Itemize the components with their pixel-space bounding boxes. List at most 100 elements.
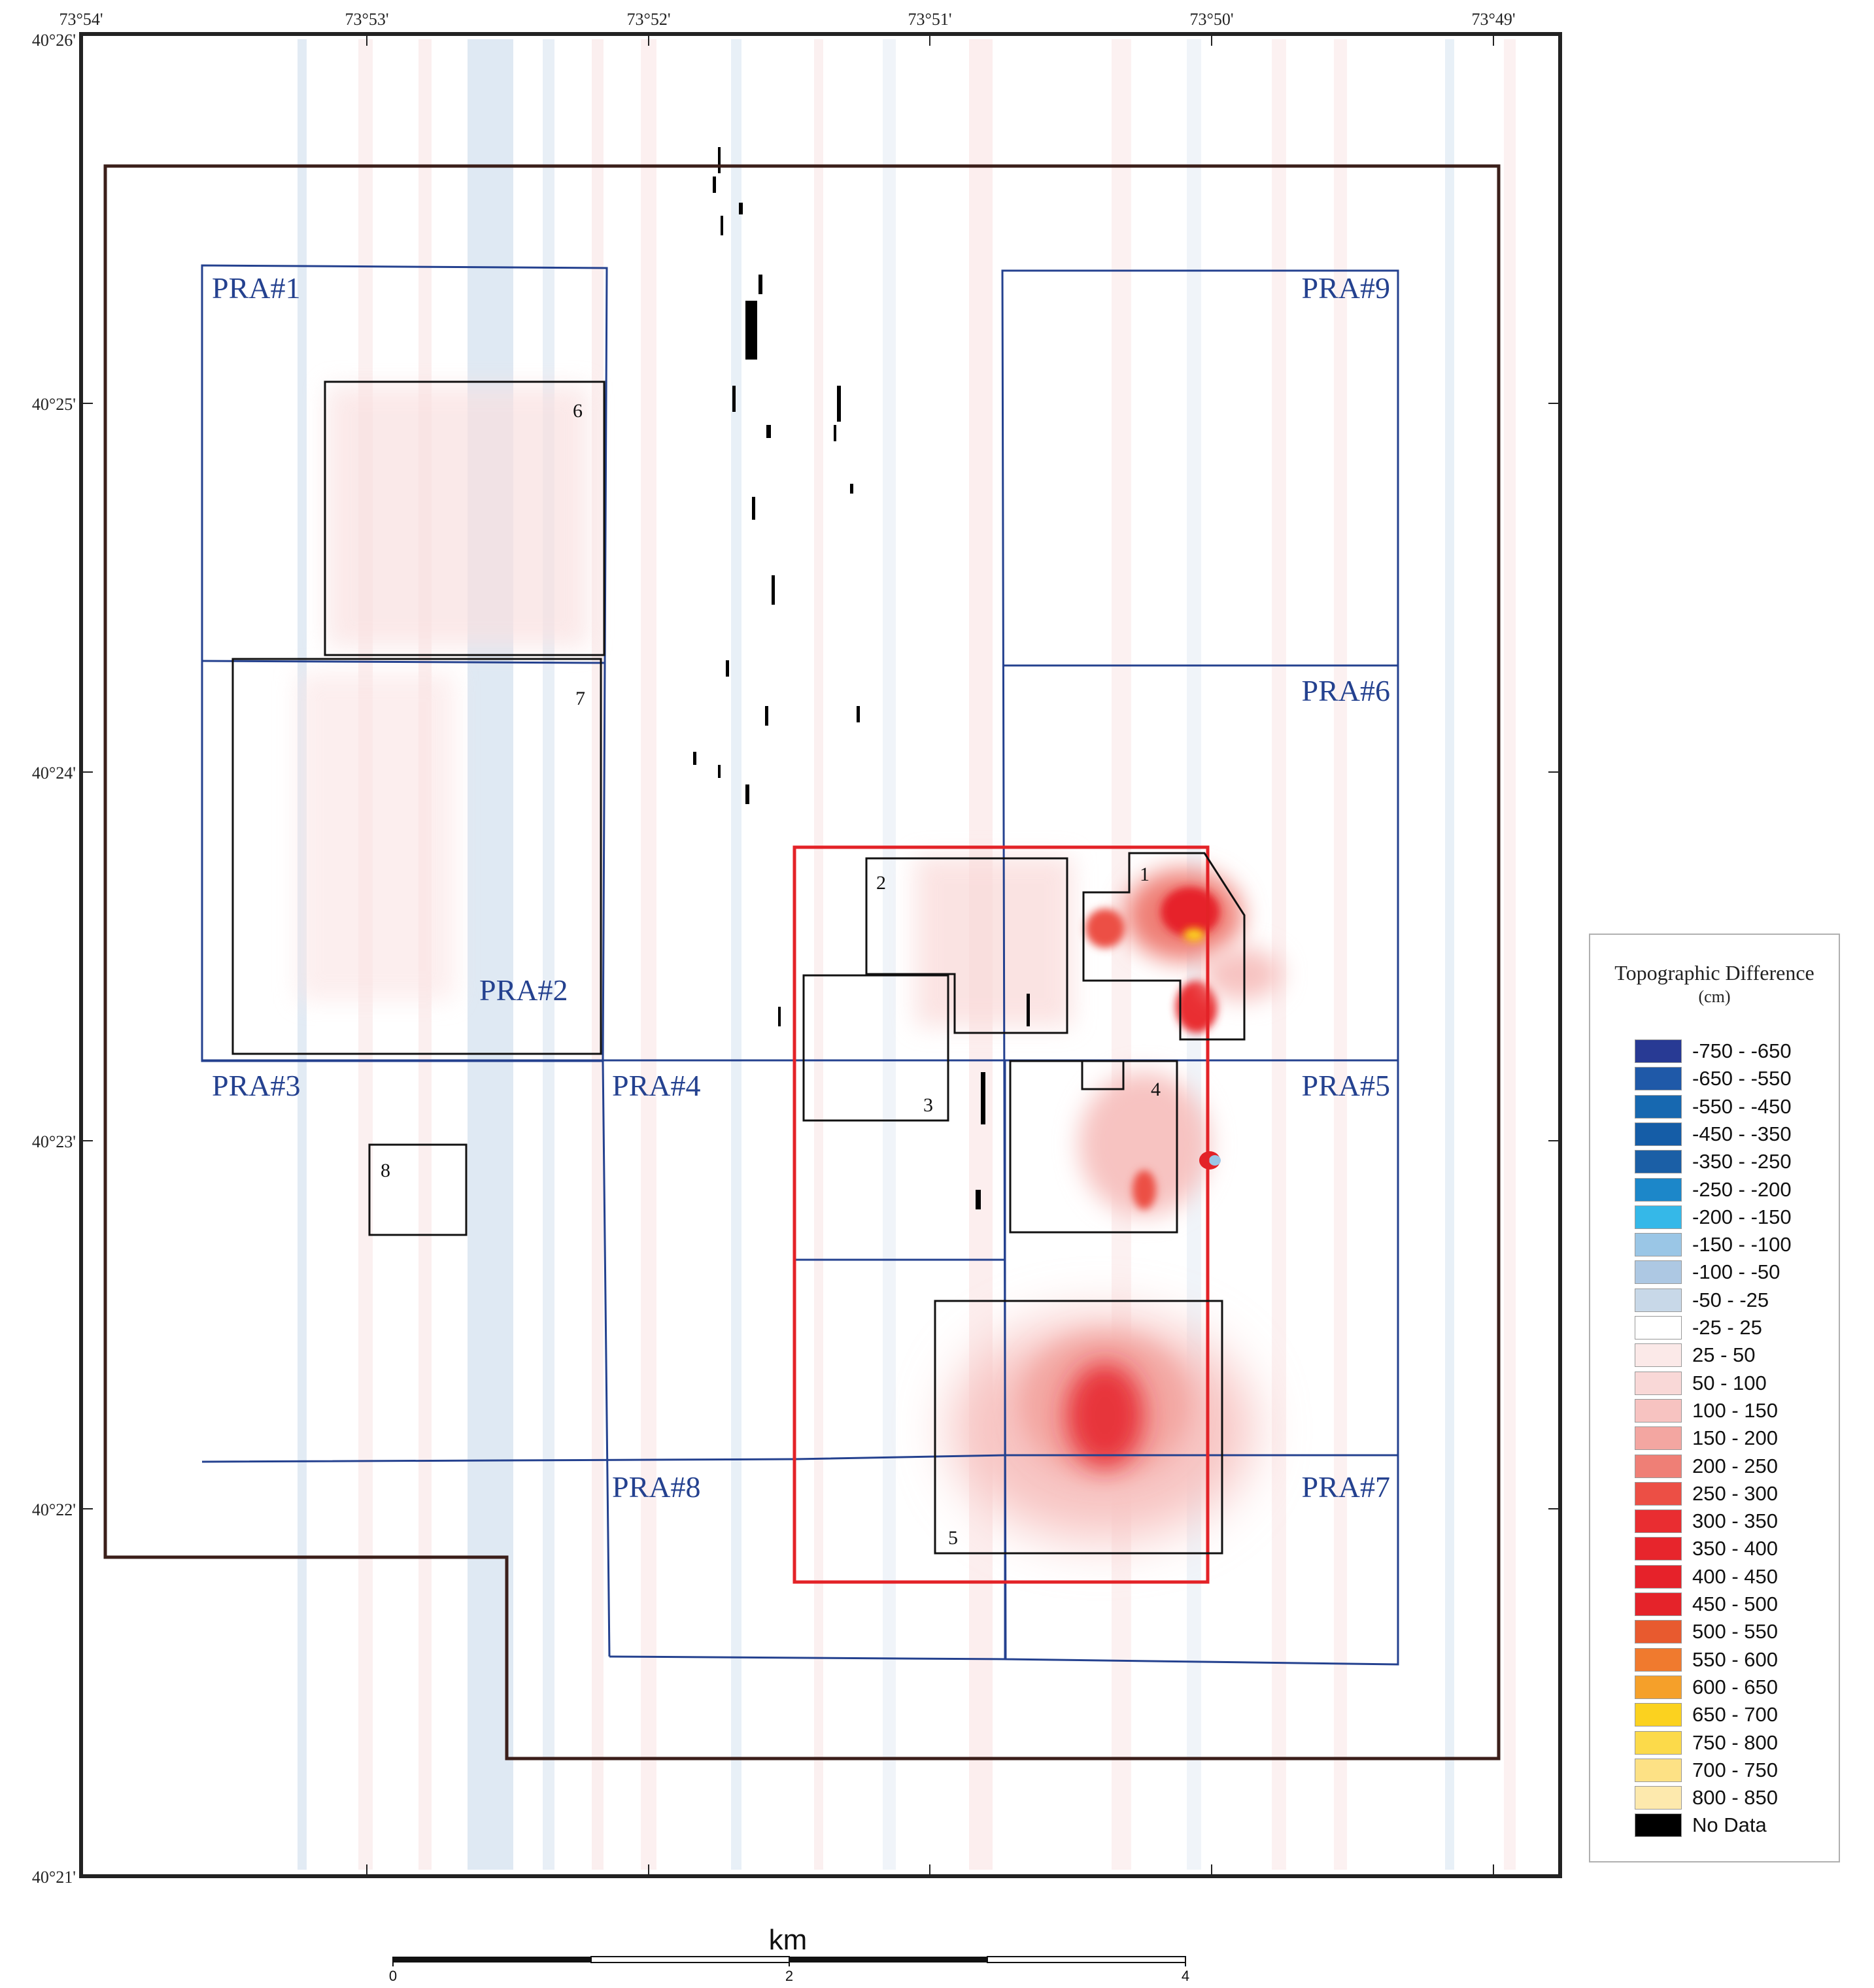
area-6-outline (324, 380, 605, 656)
legend-item: 250 - 300 (1635, 1481, 1831, 1506)
pra-label: PRA#9 (1302, 271, 1390, 305)
legend-label: 200 - 250 (1692, 1454, 1778, 1477)
topographic-anomalies (298, 386, 1282, 1540)
pra-label: PRA#6 (1302, 674, 1390, 707)
legend-item: 750 - 800 (1635, 1730, 1831, 1755)
box-number: 8 (381, 1160, 390, 1181)
legend-swatch (1635, 1122, 1682, 1146)
no-data-areas (693, 147, 1030, 1209)
lon-label: 73°53' (345, 10, 388, 29)
legend-label: 700 - 750 (1692, 1758, 1778, 1781)
legend-swatch (1635, 1509, 1682, 1534)
legend-label: -100 - -50 (1692, 1260, 1780, 1284)
legend-label: -25 - 25 (1692, 1316, 1762, 1339)
scale-segment (590, 1956, 790, 1963)
legend-item: 100 - 150 (1635, 1398, 1831, 1423)
legend-label: 750 - 800 (1692, 1730, 1778, 1754)
legend-label: 400 - 450 (1692, 1564, 1778, 1588)
legend-item: 450 - 500 (1635, 1592, 1831, 1616)
legend-label: 550 - 600 (1692, 1647, 1778, 1671)
legend-swatch (1635, 1205, 1682, 1229)
legend-swatch (1635, 1537, 1682, 1561)
legend-item: -350 - -250 (1635, 1150, 1831, 1174)
legend-label: -550 - -450 (1692, 1094, 1792, 1118)
legend-swatch (1635, 1454, 1682, 1478)
pra-label: PRA#3 (212, 1069, 300, 1102)
legend-item: 500 - 550 (1635, 1620, 1831, 1644)
legend-swatch (1635, 1786, 1682, 1810)
legend-label: 150 - 200 (1692, 1426, 1778, 1450)
legend-item: -550 - -450 (1635, 1094, 1831, 1119)
lon-label: 73°54' (59, 10, 103, 29)
lon-label: 73°51' (908, 10, 951, 29)
survey-boundary (103, 164, 1501, 1761)
legend-swatch (1635, 1177, 1682, 1202)
legend-item: 800 - 850 (1635, 1786, 1831, 1810)
legend-label: 600 - 650 (1692, 1675, 1778, 1698)
legend-item: 600 - 650 (1635, 1675, 1831, 1699)
legend-label: -150 - -100 (1692, 1233, 1792, 1256)
legend-swatch (1635, 1730, 1682, 1755)
legend-item: -25 - 25 (1635, 1316, 1831, 1339)
legend-item: -150 - -100 (1635, 1233, 1831, 1257)
legend: Topographic Difference (cm) -750 - -650 -… (1589, 934, 1840, 1862)
legend-item: No Data (1635, 1813, 1831, 1838)
legend-label: 800 - 850 (1692, 1786, 1778, 1810)
scale-segment (987, 1956, 1186, 1963)
box-number: 7 (575, 688, 585, 709)
area-4-outline (1009, 1060, 1178, 1234)
legend-item: -250 - -200 (1635, 1177, 1831, 1202)
scale-unit-label: km (769, 1924, 808, 1956)
scale-segment (393, 1957, 591, 1963)
legend-swatch (1635, 1316, 1682, 1339)
legend-label: -450 - -350 (1692, 1122, 1792, 1145)
legend-item: -450 - -350 (1635, 1122, 1831, 1146)
scale-tick-label: 4 (1182, 1968, 1189, 1984)
legend-label: -50 - -25 (1692, 1288, 1769, 1311)
legend-label: -200 - -150 (1692, 1205, 1792, 1228)
legend-swatch (1635, 1426, 1682, 1451)
area-7-outline (231, 658, 602, 1055)
lat-label: 40°21' (32, 1868, 76, 1887)
legend-item: -650 - -550 (1635, 1067, 1831, 1091)
map-frame (79, 32, 1562, 1878)
pra-label: PRA#5 (1302, 1069, 1390, 1102)
legend-swatch (1635, 1039, 1682, 1063)
legend-item: 650 - 700 (1635, 1703, 1831, 1727)
scale-segment (789, 1957, 987, 1963)
legend-item: 350 - 400 (1635, 1537, 1831, 1561)
legend-item: -50 - -25 (1635, 1288, 1831, 1312)
longitude-labels: 73°54' 73°53' 73°52' 73°51' 73°50' 73°49… (59, 10, 1515, 29)
legend-label: -750 - -650 (1692, 1039, 1792, 1062)
study-area-box (792, 845, 1210, 1584)
box-number: 6 (573, 400, 583, 422)
numbered-boxes (231, 380, 1246, 1555)
legend-swatch (1635, 1398, 1682, 1423)
map-area (81, 34, 1560, 1876)
pra-label: PRA#4 (612, 1069, 700, 1102)
legend-label: 25 - 50 (1692, 1343, 1756, 1367)
legend-label: 450 - 500 (1692, 1592, 1778, 1615)
pra-label: PRA#1 (212, 271, 300, 305)
legend-item: 550 - 600 (1635, 1647, 1831, 1672)
legend-item: -100 - -50 (1635, 1260, 1831, 1285)
legend-swatch (1635, 1592, 1682, 1616)
area-8-outline (368, 1143, 468, 1236)
area-3-outline (802, 974, 949, 1122)
legend-label: -250 - -200 (1692, 1177, 1792, 1201)
legend-swatch (1635, 1620, 1682, 1644)
legend-swatch (1635, 1150, 1682, 1174)
legend-swatch (1635, 1343, 1682, 1368)
legend-swatch (1635, 1564, 1682, 1589)
legend-swatch (1635, 1233, 1682, 1257)
legend-swatch (1635, 1703, 1682, 1727)
legend-item: -200 - -150 (1635, 1205, 1831, 1229)
pra-label: PRA#8 (612, 1470, 700, 1504)
legend-label: 250 - 300 (1692, 1481, 1778, 1505)
legend-swatch (1635, 1481, 1682, 1506)
legend-label: -650 - -550 (1692, 1067, 1792, 1090)
legend-item: -750 - -650 (1635, 1039, 1831, 1063)
scale-bar: km 0 2 4 (389, 1924, 1189, 1984)
box-number: 5 (948, 1527, 958, 1549)
